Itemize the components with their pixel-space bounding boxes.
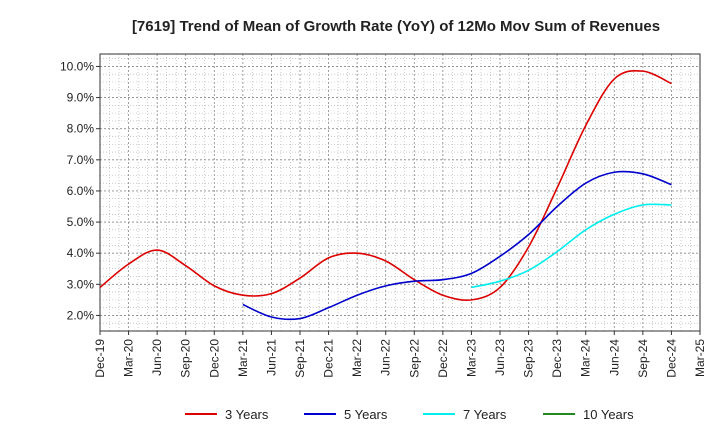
x-tick-label: Sep-23 xyxy=(522,339,536,378)
x-tick-label: Dec-22 xyxy=(436,339,450,378)
y-tick-label: 7.0% xyxy=(67,153,95,167)
x-tick-label: Jun-23 xyxy=(493,339,507,376)
legend-item-3-years: 3 Years xyxy=(185,407,269,422)
x-tick-label: Sep-21 xyxy=(293,339,307,378)
series-line-7-years xyxy=(471,203,672,289)
legend-label: 5 Years xyxy=(344,407,388,422)
x-tick-label: Mar-25 xyxy=(693,339,707,377)
x-tick-label: Jun-22 xyxy=(379,339,393,376)
grid xyxy=(100,54,700,331)
x-tick-label: Mar-22 xyxy=(350,339,364,377)
x-tick-label: Sep-22 xyxy=(407,339,421,378)
y-axis: 2.0% 3.0% 4.0% 5.0% 6.0% 7.0% 8.0% 9.0% 10.0% xyxy=(60,59,100,322)
x-tick-label: Dec-23 xyxy=(550,339,564,378)
y-tick-label: 4.0% xyxy=(67,246,95,260)
y-tick-label: 9.0% xyxy=(67,91,95,105)
legend-item-10-years: 10 Years xyxy=(543,407,634,422)
chart-title: [7619] Trend of Mean of Growth Rate (YoY… xyxy=(132,18,660,35)
series-group xyxy=(99,69,672,321)
plot-frame xyxy=(99,53,701,332)
legend-item-5-years: 5 Years xyxy=(304,407,388,422)
x-tick-label: Dec-19 xyxy=(93,339,107,378)
legend-label: 7 Years xyxy=(463,407,507,422)
y-tick-label: 8.0% xyxy=(67,122,95,136)
y-tick-label: 6.0% xyxy=(67,184,95,198)
y-tick-label: 10.0% xyxy=(60,59,94,73)
legend-label: 3 Years xyxy=(225,407,269,422)
series-line-5-years xyxy=(242,170,672,321)
y-tick-label: 5.0% xyxy=(67,215,95,229)
legend-label: 10 Years xyxy=(583,407,634,422)
x-axis: Dec-19 Mar-20 Jun-20 Sep-20 Dec-20 Mar-21 Jun-… xyxy=(93,331,707,378)
x-tick-label: Jun-20 xyxy=(150,339,164,376)
x-tick-label: Dec-21 xyxy=(322,339,336,378)
x-tick-label: Sep-24 xyxy=(636,339,650,378)
x-tick-label: Sep-20 xyxy=(179,339,193,378)
x-tick-label: Dec-24 xyxy=(664,339,678,378)
y-tick-label: 2.0% xyxy=(67,308,95,322)
x-tick-label: Mar-24 xyxy=(579,339,593,377)
series-line-3-years xyxy=(99,69,672,301)
x-tick-label: Jun-24 xyxy=(607,339,621,376)
legend: 3 Years 5 Years 7 Years 10 Years xyxy=(185,407,634,422)
x-tick-label: Mar-20 xyxy=(122,339,136,377)
plot-area xyxy=(99,53,701,332)
x-tick-label: Jun-21 xyxy=(264,339,278,376)
x-tick-label: Dec-20 xyxy=(207,339,221,378)
x-tick-label: Mar-23 xyxy=(464,339,478,377)
y-tick-label: 3.0% xyxy=(67,277,95,291)
legend-item-7-years: 7 Years xyxy=(423,407,507,422)
x-tick-label: Mar-21 xyxy=(236,339,250,377)
